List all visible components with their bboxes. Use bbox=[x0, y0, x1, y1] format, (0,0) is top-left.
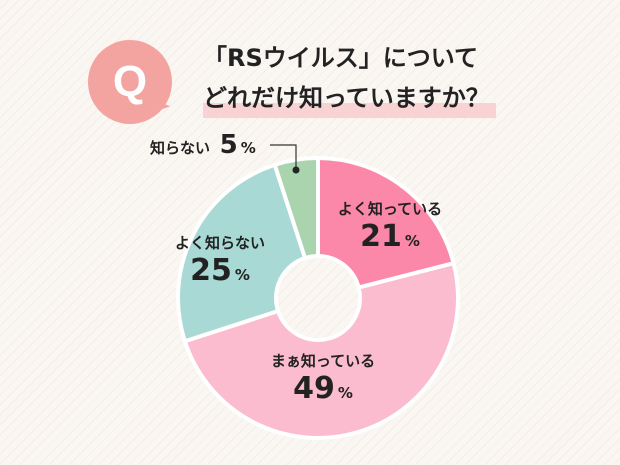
leader-dot bbox=[292, 166, 300, 174]
label-slice-1: まぁ知っている 49% bbox=[258, 350, 388, 406]
question-line-2: どれだけ知っていますか？ bbox=[203, 78, 496, 118]
question-bubble-icon: Q bbox=[88, 40, 172, 124]
slice-1-category: まぁ知っている bbox=[270, 352, 376, 370]
slice-1-value: 49 bbox=[293, 371, 335, 406]
question-title: 「RSウイルス」について どれだけ知っていますか？ bbox=[203, 38, 496, 118]
label-slice-0: よく知っている 21% bbox=[325, 198, 455, 254]
leader-line bbox=[270, 144, 297, 170]
donut-slice-0 bbox=[316, 155, 457, 290]
slice-3-value: 5 bbox=[219, 130, 238, 160]
slice-2-value: 25 bbox=[190, 253, 232, 288]
label-slice-2: よく知らない 25% bbox=[160, 232, 280, 288]
question-letter: Q bbox=[112, 57, 148, 106]
slice-2-unit: % bbox=[234, 266, 250, 284]
slice-1-unit: % bbox=[337, 384, 353, 402]
slice-0-value: 21 bbox=[360, 219, 402, 254]
slice-3-category: 知らない bbox=[150, 139, 211, 157]
donut-slice-3 bbox=[272, 155, 320, 261]
donut-slice-1 bbox=[182, 260, 460, 441]
label-slice-3: 知らない 5% bbox=[150, 130, 256, 160]
slice-3-unit: % bbox=[240, 139, 256, 157]
slice-2-category: よく知らない bbox=[174, 234, 265, 252]
slice-0-category: よく知っている bbox=[337, 200, 443, 218]
slice-0-unit: % bbox=[404, 232, 420, 250]
donut-slice-2 bbox=[176, 162, 308, 344]
question-line-1: 「RSウイルス」について bbox=[203, 44, 479, 72]
